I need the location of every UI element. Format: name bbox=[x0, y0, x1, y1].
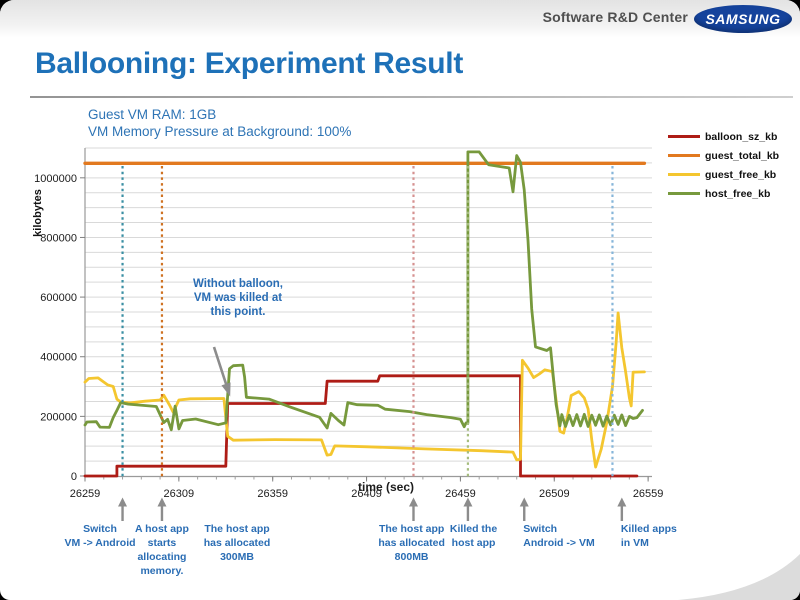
page-title: Ballooning: Experiment Result bbox=[35, 47, 464, 80]
event-label-0: Switch VM -> Android bbox=[40, 522, 160, 550]
event-label-4: Killed the host app bbox=[414, 522, 534, 550]
event-label-line: Killed the bbox=[449, 523, 498, 535]
svg-text:26359: 26359 bbox=[257, 488, 288, 500]
y-axis-ticks: 0 200000 400000 600000 800000 1000000 bbox=[34, 173, 85, 483]
header-label: Software R&D Center bbox=[542, 9, 688, 25]
chart-notes: Guest VM RAM: 1GB VM Memory Pressure at … bbox=[88, 106, 351, 140]
event-label-3: The host app has allocated 800MB bbox=[352, 522, 472, 564]
corner-wedge bbox=[678, 554, 800, 600]
note-memory-pressure: VM Memory Pressure at Background: 100% bbox=[88, 124, 352, 139]
svg-text:0: 0 bbox=[71, 471, 77, 483]
legend-swatch bbox=[668, 173, 700, 176]
legend-item-guest_total_kb: guest_total_kb bbox=[668, 146, 779, 165]
title-divider bbox=[30, 96, 793, 98]
legend-swatch bbox=[668, 154, 700, 157]
legend-swatch bbox=[668, 192, 700, 195]
chart-legend: balloon_sz_kb guest_total_kb guest_free_kb… bbox=[668, 127, 779, 203]
legend-label: guest_free_kb bbox=[705, 168, 777, 181]
event-label-line: has allocated bbox=[203, 537, 271, 549]
svg-text:1000000: 1000000 bbox=[34, 173, 77, 185]
annotation-arrow bbox=[212, 346, 231, 397]
event-label-6: Killed apps in VM bbox=[621, 522, 731, 550]
svg-text:26309: 26309 bbox=[164, 488, 195, 500]
series bbox=[83, 150, 647, 478]
event-label-line: VM -> Android bbox=[64, 537, 136, 549]
svg-text:200000: 200000 bbox=[40, 411, 77, 423]
legend-item-balloon_sz_kb: balloon_sz_kb bbox=[668, 127, 779, 146]
legend-label: guest_total_kb bbox=[705, 149, 780, 162]
event-label-line: host app bbox=[451, 537, 496, 549]
annotation-line: Without balloon, bbox=[193, 278, 283, 290]
svg-text:400000: 400000 bbox=[40, 352, 77, 364]
event-label-1: A host app starts allocating memory. bbox=[102, 522, 222, 578]
svg-text:26409: 26409 bbox=[351, 488, 382, 500]
event-label-line: The host app bbox=[378, 523, 445, 535]
event-label-line: in VM bbox=[620, 537, 649, 549]
event-label-line: The host app bbox=[204, 523, 270, 535]
legend-item-guest_free_kb: guest_free_kb bbox=[668, 165, 779, 184]
svg-text:26509: 26509 bbox=[539, 488, 570, 500]
event-label-line: Switch bbox=[523, 523, 558, 535]
event-lines bbox=[121, 166, 614, 477]
event-label-line: starts bbox=[147, 537, 177, 549]
event-label-5: Switch Android -> VM bbox=[523, 522, 633, 550]
series-host_free_kb bbox=[83, 150, 644, 432]
x-axis-ticks: 26259 26309 26359 26409 26459 26509 26559 time … bbox=[70, 476, 664, 500]
annotation-line: VM was killed at bbox=[193, 292, 283, 304]
legend-label: balloon_sz_kb bbox=[705, 130, 778, 143]
event-label-line: 800MB bbox=[394, 551, 429, 563]
event-label-line: Android -> VM bbox=[523, 537, 595, 549]
event-label-line: allocating bbox=[137, 551, 187, 563]
legend-item-host_free_kb: host_free_kb bbox=[668, 184, 779, 203]
event-label-line: Killed apps bbox=[620, 523, 677, 535]
event-label-line: Switch bbox=[83, 523, 117, 535]
svg-text:26259: 26259 bbox=[70, 488, 101, 500]
event-label-line: A host app bbox=[135, 523, 189, 535]
samsung-logo-icon: SAMSUNG bbox=[694, 5, 792, 33]
series-guest_free_kb bbox=[83, 311, 646, 469]
event-label-line: has allocated bbox=[378, 537, 445, 549]
legend-swatch bbox=[668, 135, 700, 138]
svg-text:800000: 800000 bbox=[40, 232, 77, 244]
slide-header: Software R&D Center SAMSUNG bbox=[0, 0, 800, 38]
legend-label: host_free_kb bbox=[705, 187, 771, 200]
svg-text:26459: 26459 bbox=[445, 488, 476, 500]
event-label-line: memory. bbox=[140, 565, 184, 577]
event-arrows bbox=[118, 497, 627, 521]
svg-text:26559: 26559 bbox=[633, 488, 664, 500]
chart-annotation-text: Without balloon, VM was killed at this poi… bbox=[177, 277, 299, 319]
x-axis-title: time (sec) bbox=[358, 480, 414, 494]
samsung-logo-text: SAMSUNG bbox=[705, 11, 781, 27]
svg-text:600000: 600000 bbox=[40, 292, 77, 304]
event-label-line: 300MB bbox=[220, 551, 254, 563]
note-guest-ram: Guest VM RAM: 1GB bbox=[88, 107, 217, 122]
event-label-2: The host app has allocated 300MB bbox=[177, 522, 297, 564]
annotation-line: this point. bbox=[210, 306, 266, 318]
